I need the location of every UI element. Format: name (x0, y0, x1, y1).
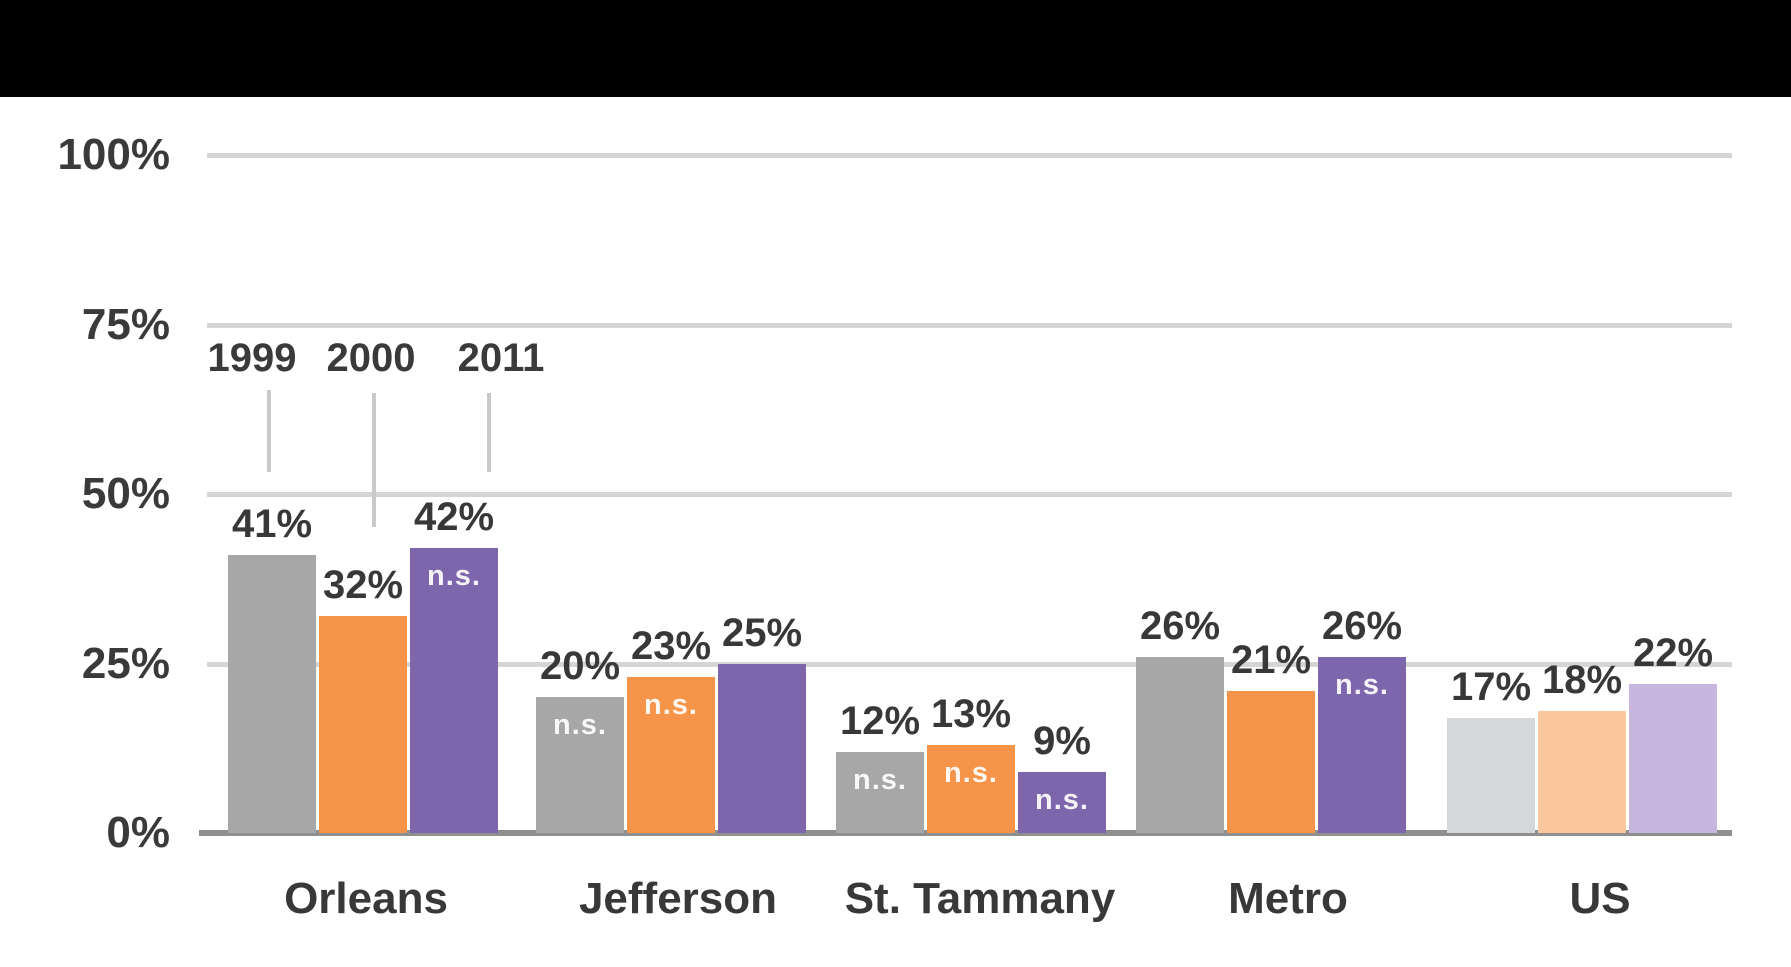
y-tick-label-75: 75% (81, 299, 170, 349)
value-label-1999-jefferson: 20% (539, 644, 621, 689)
category-label-orleans: Orleans (284, 874, 448, 923)
ns-annotation-2000-jefferson: n.s. (644, 689, 698, 722)
bar-2000-orleans (319, 616, 407, 833)
gridline-75 (207, 322, 1732, 328)
bar-2000-st-tammany (927, 744, 1015, 833)
ns-annotation-2011-st-tammany: n.s. (1035, 783, 1089, 816)
bar-1999-st-tammany (836, 751, 924, 833)
year-label-1999: 1999 (207, 336, 297, 380)
value-label-2000-orleans: 32% (322, 563, 404, 608)
ns-annotation-1999-st-tammany: n.s. (853, 763, 907, 796)
bar-2011-st-tammany (1018, 771, 1106, 833)
year-leader-line-1999 (267, 390, 271, 472)
y-tick-label-50: 50% (81, 469, 170, 518)
bar-1999-us (1447, 717, 1535, 833)
gridline-50 (207, 492, 1732, 497)
bar-2011-orleans (410, 548, 498, 833)
year-label-2011: 2011 (457, 336, 545, 380)
ns-annotation-1999-jefferson: n.s. (553, 709, 607, 742)
value-label-2000-jefferson: 23% (630, 624, 712, 669)
bar-1999-orleans (228, 555, 316, 833)
year-leader-line-2011 (487, 393, 491, 472)
y-tick-label-100: 100% (57, 130, 170, 179)
bar-2000-jefferson (627, 677, 715, 833)
bar-2011-us (1629, 683, 1717, 833)
value-label-2000-us: 18% (1541, 657, 1623, 702)
gridline-25 (207, 661, 1732, 667)
value-label-2011-orleans: 42% (413, 495, 495, 540)
value-label-2011-st-tammany: 9% (1033, 718, 1091, 763)
year-leader-line-2000 (372, 393, 376, 527)
ns-annotation-2011-metro: n.s. (1335, 668, 1389, 701)
y-tick-label-25: 25% (81, 638, 170, 688)
value-label-1999-metro: 26% (1139, 603, 1221, 648)
value-label-2000-metro: 21% (1230, 637, 1312, 682)
bar-1999-jefferson (536, 697, 624, 833)
value-label-1999-st-tammany: 12% (839, 698, 921, 743)
category-label-st-tammany: St. Tammany (844, 874, 1116, 923)
category-label-jefferson: Jefferson (578, 874, 778, 923)
value-label-1999-us: 17% (1450, 664, 1532, 709)
value-label-2000-st-tammany: 13% (930, 691, 1012, 736)
category-label-us: US (1569, 874, 1631, 923)
top-black-banner (0, 0, 1791, 97)
ns-annotation-2011-orleans: n.s. (427, 560, 481, 593)
value-label-2011-metro: 26% (1321, 603, 1403, 648)
bar-2000-metro (1227, 690, 1315, 833)
ns-annotation-2000-st-tammany: n.s. (944, 756, 998, 789)
bar-2011-metro (1318, 656, 1406, 833)
value-label-1999-orleans: 41% (231, 502, 313, 547)
gridline-100 (207, 153, 1732, 158)
y-tick-label-0: 0% (106, 808, 170, 857)
bar-2000-us (1538, 710, 1626, 833)
bar-1999-metro (1136, 656, 1224, 833)
year-label-2000: 2000 (326, 336, 416, 380)
value-label-2011-us: 22% (1632, 630, 1714, 675)
value-label-2011-jefferson: 25% (721, 610, 803, 655)
x-axis-line (199, 830, 1732, 836)
category-label-metro: Metro (1228, 874, 1348, 923)
bar-2011-jefferson (718, 663, 806, 833)
